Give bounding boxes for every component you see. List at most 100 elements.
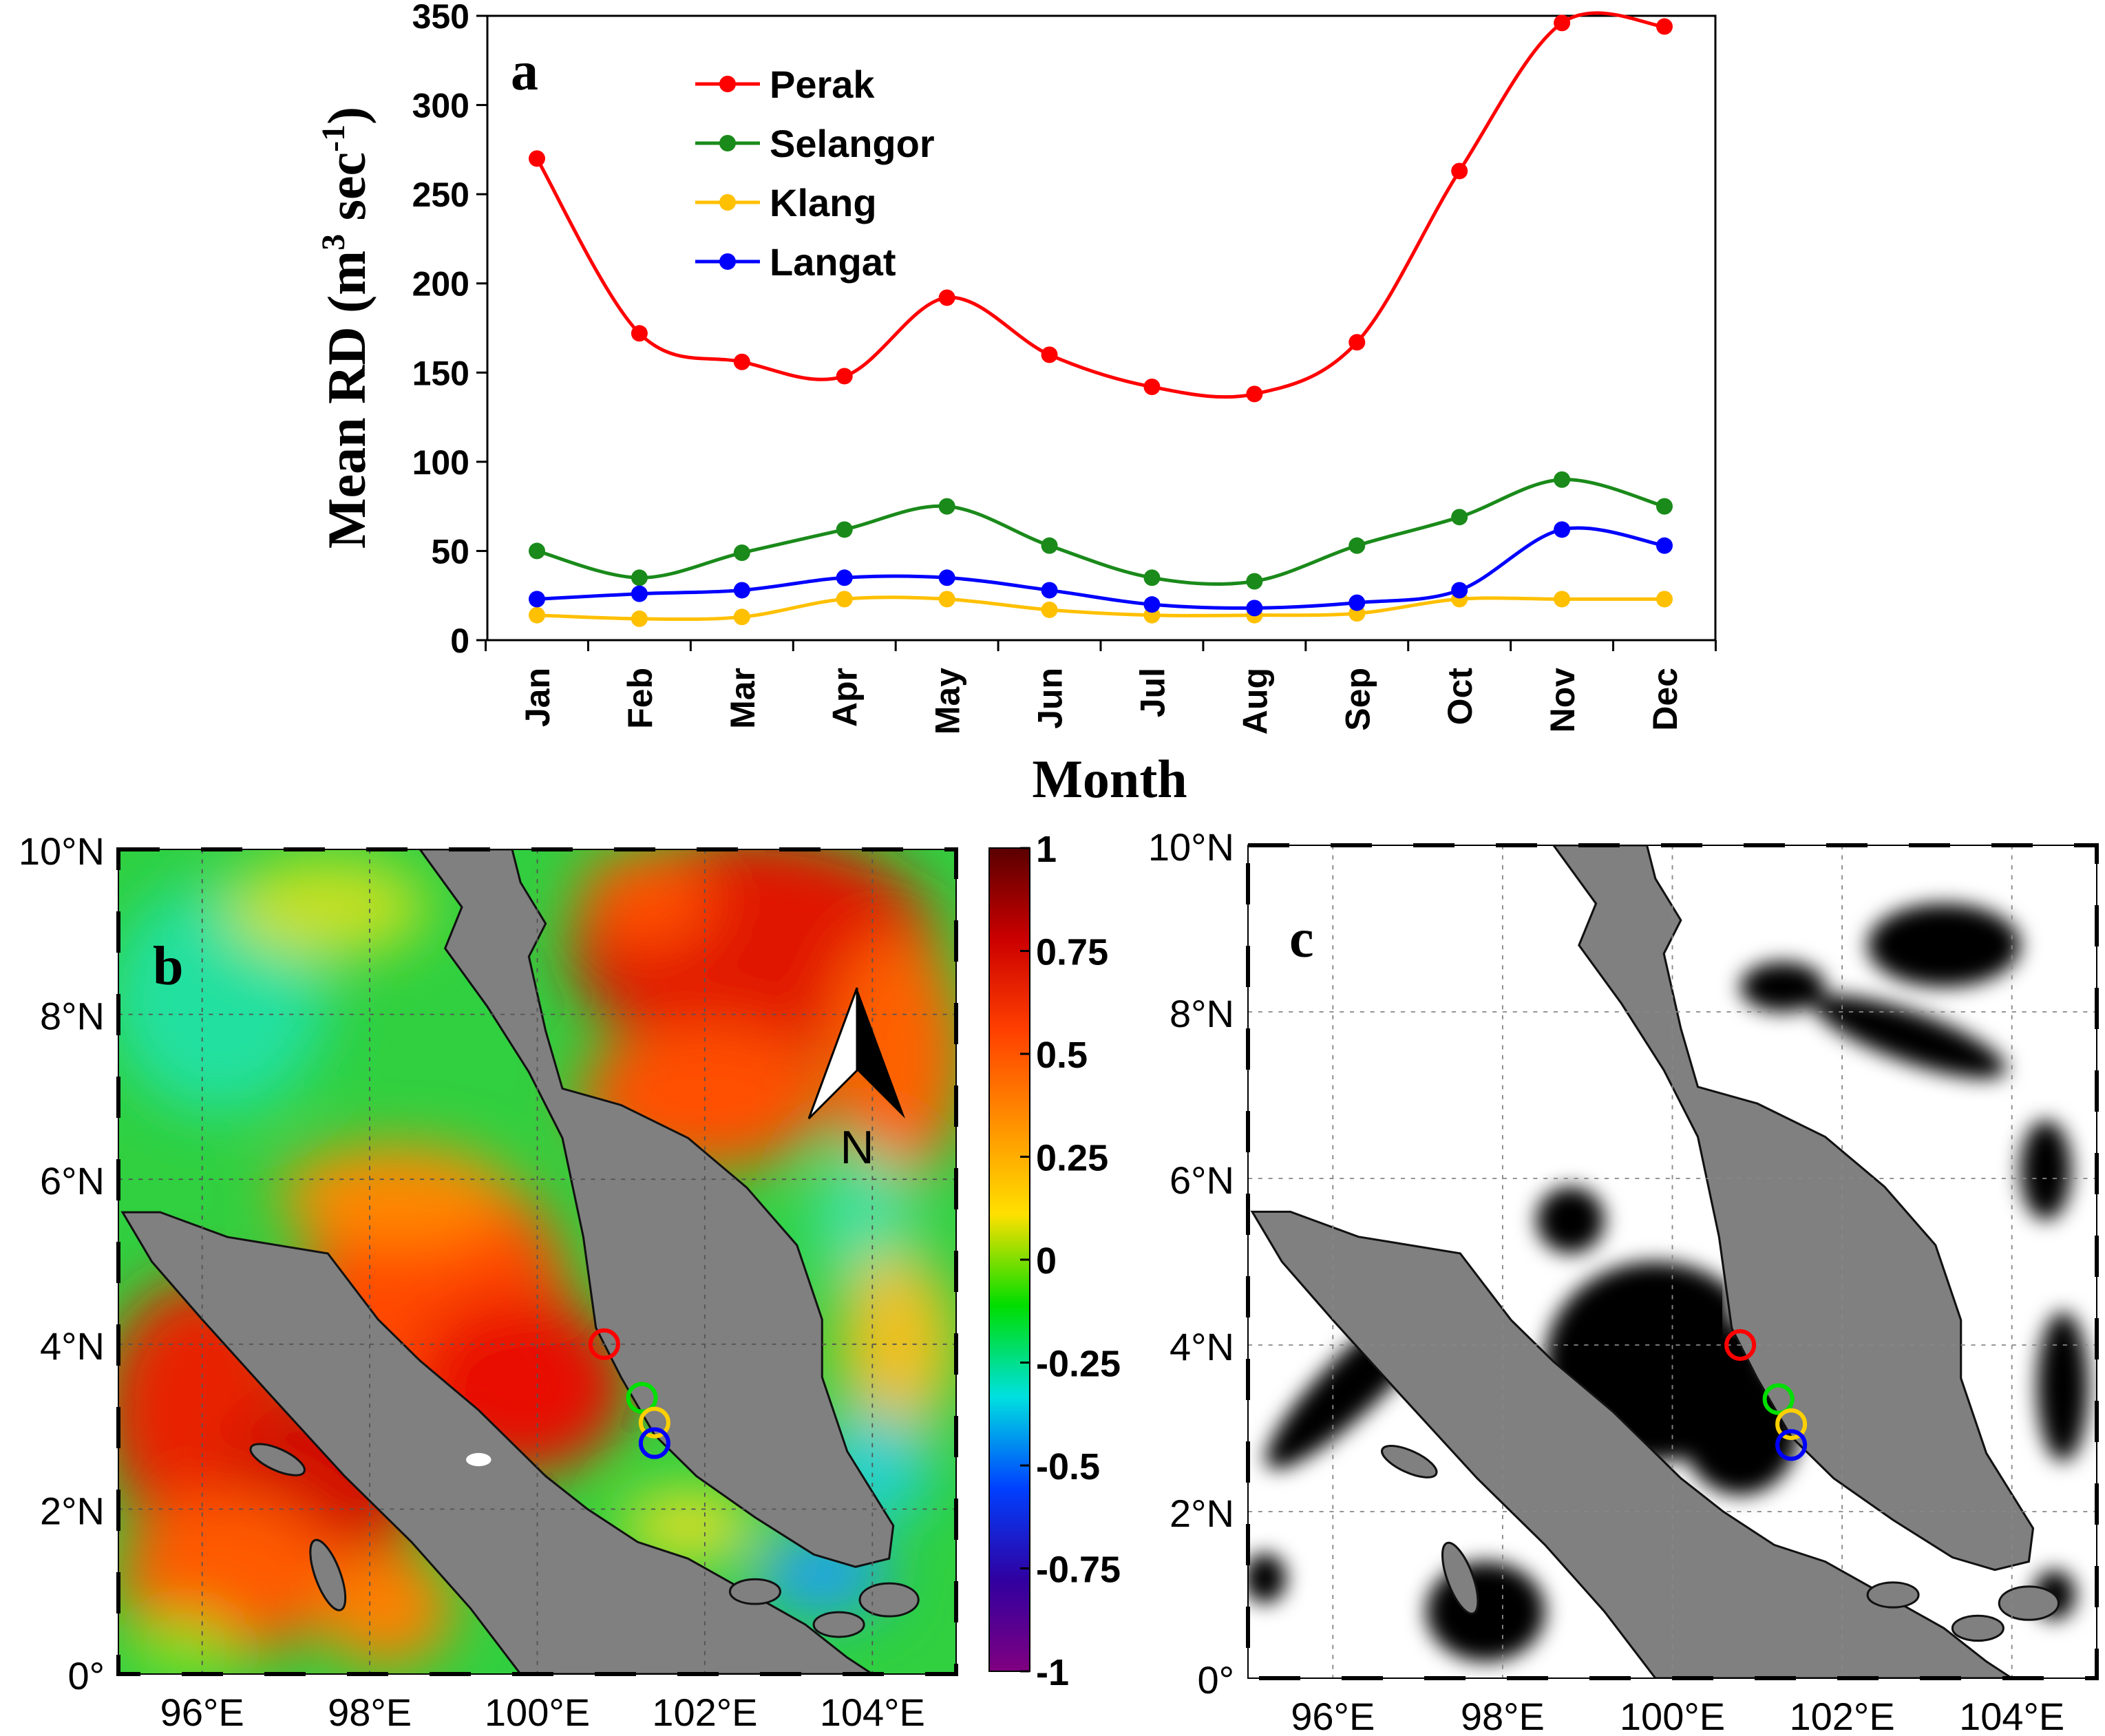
data-point <box>1656 591 1673 608</box>
data-point <box>631 325 648 342</box>
lat-tick-label: 6°N <box>1170 1158 1234 1202</box>
data-point <box>1246 573 1263 590</box>
x-tick-label: Mar <box>723 668 762 729</box>
data-point <box>1246 600 1263 617</box>
station-markers-c <box>1724 1329 1808 1461</box>
panel-a-line-chart: 0 50 100 150 200 250 300 350 Jan Feb Mar Apr May Jun J… <box>315 0 1717 809</box>
data-point <box>1348 537 1366 554</box>
data-point <box>938 591 955 608</box>
data-point <box>1041 582 1058 599</box>
station-marker <box>1775 1429 1808 1461</box>
data-point <box>938 289 955 306</box>
panel-c-binary-map: c 96°E 98°E 100°E 102°E 104°E 0° 2°N 4°N 6°N 8°N 1… <box>1148 825 2099 1736</box>
y-tick-label: 200 <box>412 265 469 304</box>
legend-label: Perak <box>770 63 875 106</box>
x-tick-label: Jan <box>518 668 557 727</box>
data-point <box>1656 498 1673 515</box>
x-tick-label: May <box>929 668 967 734</box>
data-point <box>1656 537 1673 554</box>
panel-b-correlation-map: b N 96°E 98°E 100°E 102°E 104°E 0° 2°N 4°N 6°N 8°… <box>19 829 958 1734</box>
chart-legend: Perak Selangor Klang Langat <box>695 63 935 284</box>
y-tick-label: 150 <box>412 354 469 392</box>
map-c-frame <box>1246 843 2099 1680</box>
x-tick-label: Oct <box>1441 668 1479 726</box>
colorbar-tick-label: 0 <box>1036 1240 1057 1282</box>
legend-item: Langat <box>695 240 896 284</box>
colorbar-tick-label: -1 <box>1036 1652 1069 1693</box>
y-axis-title: Mean RD (m3 sec-1) <box>315 107 377 549</box>
lat-tick-label: 10°N <box>1148 825 1234 869</box>
x-tick-label: Dec <box>1646 668 1684 731</box>
data-point <box>1348 594 1366 611</box>
lon-tick-label: 102°E <box>652 1691 757 1734</box>
lat-tick-label: 0° <box>67 1654 105 1697</box>
lat-tick-label: 4°N <box>40 1324 105 1368</box>
map-b-frame <box>116 847 958 1676</box>
x-tick-label: Jun <box>1031 668 1070 729</box>
data-point <box>836 521 853 538</box>
data-point <box>1451 509 1468 526</box>
station-markers-b <box>588 1328 670 1459</box>
colorbar-tick-label: -0.5 <box>1036 1446 1100 1488</box>
map-b-axis-labels: 96°E 98°E 100°E 102°E 104°E 0° 2°N 4°N 6°N 8°N 10°… <box>19 829 925 1734</box>
data-point <box>631 610 648 627</box>
x-tick-label: Sep <box>1338 668 1377 731</box>
data-point <box>1041 537 1058 554</box>
land-masses <box>120 849 920 1674</box>
x-tick-label: Aug <box>1236 668 1274 734</box>
lat-tick-label: 8°N <box>1170 992 1234 1035</box>
legend-label: Langat <box>770 240 896 284</box>
lat-tick-label: 2°N <box>1170 1492 1234 1535</box>
legend-label: Klang <box>770 181 877 224</box>
data-point <box>836 591 853 608</box>
x-tick-label: Nov <box>1543 668 1582 733</box>
y-tick-label: 50 <box>431 532 469 571</box>
series-perak <box>529 11 1673 403</box>
series-line <box>536 526 1665 610</box>
data-point <box>733 608 750 626</box>
lat-tick-label: 10°N <box>19 829 105 873</box>
data-point <box>733 353 750 370</box>
lon-tick-label: 98°E <box>1461 1695 1545 1736</box>
colorbar-ticks: 1 0.75 0.5 0.25 0 -0.25 -0.5 -0.75 -1 <box>1020 829 1121 1693</box>
panel-label-a: a <box>511 41 538 102</box>
lat-tick-label: 0° <box>1197 1658 1234 1702</box>
data-point <box>1451 582 1468 599</box>
colorbar-tick-label: 1 <box>1036 829 1057 870</box>
data-point <box>1041 601 1058 618</box>
data-point <box>1143 569 1161 586</box>
data-point <box>1554 471 1571 488</box>
chart-axes: 0 50 100 150 200 250 300 350 Jan Feb Mar Apr May Jun J… <box>412 0 1717 734</box>
data-point <box>529 150 545 167</box>
legend-marker <box>719 194 736 211</box>
lat-tick-label: 2°N <box>40 1489 105 1532</box>
station-marker <box>1762 1383 1795 1415</box>
data-point <box>1451 162 1468 180</box>
y-tick-label: 250 <box>412 176 469 214</box>
data-point <box>1554 591 1571 608</box>
y-tick-label: 0 <box>450 622 469 660</box>
legend-marker <box>719 76 736 92</box>
y-tick-label: 350 <box>412 0 469 36</box>
station-marker <box>1775 1408 1808 1440</box>
colorbar-tick-label: -0.25 <box>1036 1344 1121 1385</box>
panel-label-c: c <box>1289 909 1314 969</box>
lon-tick-label: 102°E <box>1790 1695 1895 1736</box>
legend-marker <box>719 135 736 151</box>
colorbar: 1 0.75 0.5 0.25 0 -0.25 -0.5 -0.75 -1 <box>988 829 1121 1693</box>
data-point <box>836 368 853 385</box>
data-point <box>733 544 750 562</box>
colorbar-tick-label: 0.25 <box>1036 1138 1108 1179</box>
lat-tick-label: 6°N <box>40 1159 105 1203</box>
data-point <box>836 569 853 586</box>
data-point <box>529 542 545 560</box>
colorbar-tick-label: 0.5 <box>1036 1035 1088 1076</box>
series-line <box>535 11 1665 399</box>
station-marker <box>1724 1329 1757 1361</box>
data-point <box>631 585 648 602</box>
data-point <box>1246 385 1263 403</box>
lon-tick-label: 100°E <box>1620 1695 1725 1736</box>
data-point <box>1143 596 1161 613</box>
plot-frame <box>486 14 1717 642</box>
data-point <box>733 582 750 599</box>
